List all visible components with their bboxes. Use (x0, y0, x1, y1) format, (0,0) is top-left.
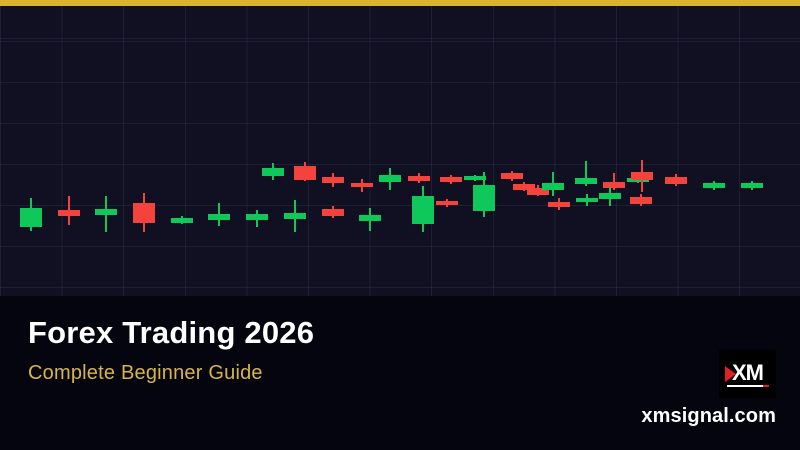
candle-body (436, 201, 458, 205)
candle-body (741, 183, 763, 188)
candle-27-up (576, 194, 598, 206)
candle-body (379, 175, 401, 182)
candle-body (351, 183, 373, 187)
candle-34-up (703, 181, 725, 190)
gold-accent-bar (0, 0, 800, 6)
candle-35-up (741, 181, 763, 190)
candle-body (322, 177, 344, 183)
candle-10-up (262, 163, 284, 180)
candle-wick (613, 173, 615, 190)
candle-wick (585, 161, 587, 186)
candle-6-up (246, 210, 268, 227)
candle-11-down (294, 162, 316, 181)
xm-logo-underline (727, 385, 767, 387)
candle-body (133, 203, 155, 223)
candle-body (542, 183, 564, 190)
candle-17-down (440, 175, 462, 184)
candle-14-up (379, 168, 401, 190)
candle-8-down (322, 206, 344, 218)
candle-body (322, 209, 344, 216)
candle-body (501, 173, 523, 179)
candle-body (359, 215, 381, 221)
candle-body (294, 166, 316, 180)
candle-body (631, 172, 653, 180)
candle-body (627, 178, 649, 182)
candle-body (599, 193, 621, 199)
candle-body (665, 177, 687, 184)
candle-body (527, 188, 549, 195)
xm-logo-text: XM (732, 360, 764, 385)
candle-body (262, 168, 284, 176)
candle-33-down (665, 174, 687, 186)
page-subtitle: Complete Beginner Guide (28, 362, 263, 384)
candle-25-down (548, 198, 570, 210)
candle-body (513, 184, 535, 190)
candle-5-up (208, 203, 230, 226)
candle-26-up (575, 161, 597, 186)
candle-body (575, 178, 597, 184)
candle-23-down (527, 185, 549, 196)
footer-panel: Forex Trading 2026 Complete Beginner Gui… (0, 296, 800, 450)
xm-logo-underline-accent (763, 385, 769, 387)
candle-28-down (603, 173, 625, 190)
candle-body (208, 214, 230, 220)
candle-24-up (542, 172, 564, 196)
candle-body (548, 202, 570, 207)
candle-body (703, 183, 725, 188)
horizontal-gridlines (0, 6, 800, 296)
xm-logo-arrow-icon (725, 366, 736, 382)
candle-body (473, 185, 495, 211)
candle-body (171, 218, 193, 223)
candle-body (464, 176, 486, 180)
candle-15-down (408, 173, 430, 183)
candle-18-down (436, 199, 458, 207)
candle-3-down (133, 193, 155, 232)
candle-body (576, 198, 598, 202)
candle-body (20, 208, 42, 227)
candle-31-down (631, 160, 653, 192)
page-title: Forex Trading 2026 (28, 315, 315, 350)
candle-body (58, 210, 80, 216)
candle-body (284, 213, 306, 219)
candle-2-up (95, 196, 117, 232)
candle-0-up (20, 198, 42, 231)
candle-22-down (513, 182, 535, 191)
candle-16-up (412, 186, 434, 232)
candle-body (95, 209, 117, 215)
candlestick-chart (0, 6, 800, 296)
candle-21-down (501, 171, 523, 181)
candle-1-down (58, 196, 80, 225)
candle-13-down (351, 179, 373, 192)
candle-32-down (630, 194, 652, 206)
candle-4-up (171, 216, 193, 224)
brand-url: xmsignal.com (641, 405, 776, 427)
candle-20-up (473, 172, 495, 217)
candle-body (408, 176, 430, 181)
candle-12-down (322, 173, 344, 187)
candle-9-up (359, 208, 381, 231)
candle-29-up (599, 187, 621, 206)
candle-19-up (464, 175, 486, 181)
candle-body (440, 177, 462, 182)
xm-logo: XM (719, 350, 776, 398)
candle-body (630, 197, 652, 204)
vertical-gridlines (0, 6, 800, 296)
candle-body (246, 214, 268, 220)
candle-body (603, 182, 625, 188)
candle-7-up (284, 200, 306, 232)
candle-body (412, 196, 434, 224)
